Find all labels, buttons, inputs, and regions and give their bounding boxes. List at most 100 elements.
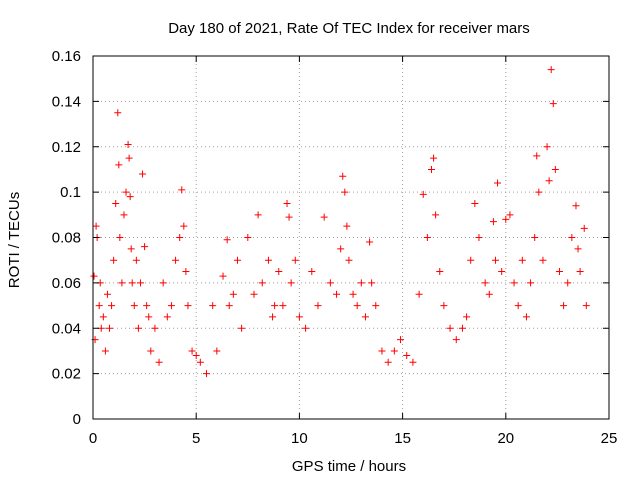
data-point — [384, 358, 392, 366]
data-point — [120, 211, 128, 219]
data-point — [92, 222, 100, 230]
data-point — [182, 268, 190, 276]
x-tick-label: 25 — [601, 430, 618, 447]
data-point — [225, 302, 233, 310]
data-point — [574, 245, 582, 253]
data-point — [238, 324, 246, 332]
data-point — [264, 256, 272, 264]
data-point — [560, 302, 568, 310]
data-point — [151, 324, 159, 332]
data-point — [345, 256, 353, 264]
data-point — [223, 236, 231, 244]
data-point — [341, 188, 349, 196]
data-point — [192, 351, 200, 359]
data-point — [467, 256, 475, 264]
data-point — [106, 324, 114, 332]
data-point — [132, 256, 140, 264]
data-point — [279, 302, 287, 310]
data-point — [481, 279, 489, 287]
data-point — [271, 302, 279, 310]
data-point — [518, 256, 526, 264]
axis-ticks — [92, 55, 610, 420]
data-point — [568, 234, 576, 241]
data-point — [155, 358, 163, 366]
x-tick-label: 0 — [89, 430, 97, 447]
data-point — [452, 336, 460, 344]
data-point — [122, 188, 130, 196]
data-point — [446, 324, 454, 332]
data-point — [209, 302, 217, 310]
chart-title: Day 180 of 2021, Rate Of TEC Index for r… — [168, 20, 530, 37]
y-tick-label: 0.12 — [52, 139, 81, 156]
data-point — [555, 268, 563, 276]
y-tick-label: 0 — [73, 411, 81, 428]
data-point — [419, 190, 427, 198]
y-tick-label: 0.04 — [52, 320, 81, 337]
data-point — [539, 256, 547, 264]
data-point — [366, 238, 374, 246]
data-point — [415, 290, 423, 298]
data-point — [475, 234, 483, 241]
data-point — [436, 268, 444, 276]
data-point — [287, 279, 295, 287]
x-tick-label: 5 — [192, 430, 200, 447]
data-point — [127, 245, 135, 253]
data-point — [430, 154, 438, 162]
x-tick-label: 15 — [394, 430, 411, 447]
data-point — [502, 215, 510, 223]
data-point — [572, 202, 580, 210]
data-point — [147, 347, 155, 355]
data-point — [125, 154, 133, 162]
data-point — [115, 161, 123, 169]
data-point — [368, 279, 376, 287]
data-point — [314, 302, 322, 310]
data-point — [250, 290, 258, 298]
data-point — [302, 324, 310, 332]
data-point — [188, 347, 196, 355]
data-point — [116, 234, 124, 241]
data-point — [514, 302, 522, 310]
data-point — [291, 256, 299, 264]
data-point — [320, 213, 328, 221]
data-point — [353, 302, 361, 310]
data-point — [159, 279, 167, 287]
data-point — [141, 243, 149, 251]
data-point — [545, 177, 553, 185]
data-point — [582, 302, 590, 310]
data-point — [498, 268, 506, 276]
data-point — [219, 272, 227, 280]
data-point — [126, 193, 134, 201]
data-point — [130, 302, 138, 310]
data-point — [285, 213, 293, 221]
data-point — [114, 109, 122, 117]
data-point — [458, 324, 466, 332]
x-tick-label: 20 — [497, 430, 514, 447]
data-point — [343, 222, 351, 230]
data-point — [283, 199, 291, 207]
grid-lines — [93, 56, 609, 419]
data-point — [390, 347, 398, 355]
data-point — [576, 268, 584, 276]
data-point — [333, 290, 341, 298]
data-point — [489, 218, 497, 226]
data-point — [134, 324, 142, 332]
data-point — [184, 302, 192, 310]
data-point — [145, 313, 153, 321]
data-point — [423, 234, 431, 241]
y-tick-label: 0.02 — [52, 366, 81, 383]
data-point — [527, 279, 535, 287]
data-point — [196, 358, 204, 366]
data-point — [172, 256, 180, 264]
data-point — [99, 313, 107, 321]
data-point — [463, 313, 471, 321]
y-axis-title: ROTI / TECUs — [6, 192, 23, 288]
y-tick-label: 0.08 — [52, 230, 81, 247]
data-point — [543, 143, 551, 151]
data-point — [361, 313, 369, 321]
data-point — [90, 272, 98, 280]
data-point — [549, 100, 557, 108]
data-point — [471, 199, 479, 207]
data-point — [491, 256, 499, 264]
data-point — [533, 152, 541, 160]
